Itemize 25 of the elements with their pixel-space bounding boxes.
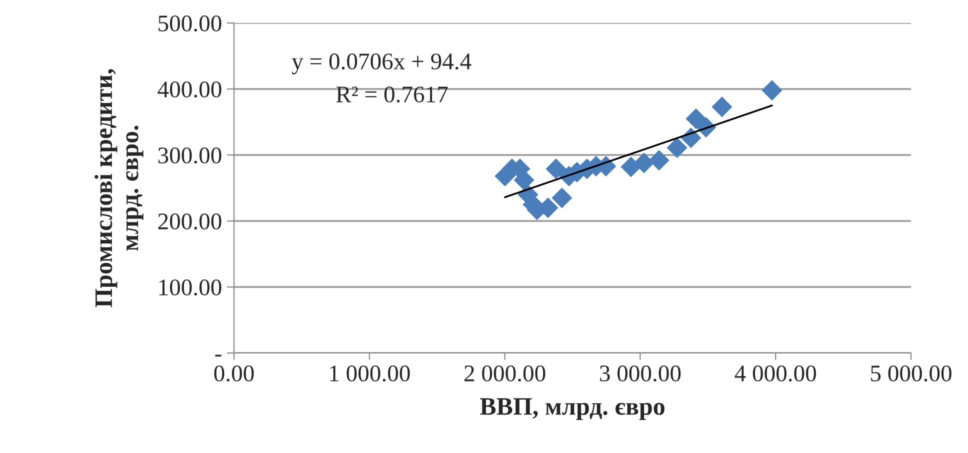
x-tick-label: 1 000.00	[330, 365, 410, 382]
y-tick-label: 400.00	[158, 81, 222, 98]
point	[620, 156, 642, 178]
x-tick-label: 3 000.00	[600, 365, 681, 382]
y-tick-label: -	[215, 354, 222, 357]
x-tick-label: 0.00	[214, 365, 254, 382]
x-tick-label: 5 000.00	[871, 365, 952, 382]
point	[666, 137, 688, 158]
y-tick-label: 200.00	[158, 213, 222, 230]
y-axis-title: Промислові кредити, млрд. євро.	[94, 69, 144, 308]
point	[634, 152, 654, 174]
point	[712, 96, 732, 118]
point	[648, 150, 670, 171]
annotation: R² = 0.7617	[336, 86, 448, 103]
annotation: y = 0.0706x + 94.4	[292, 54, 472, 74]
y-tick-label: 500.00	[158, 15, 222, 32]
point	[546, 158, 566, 180]
point	[762, 80, 782, 101]
point	[552, 188, 572, 208]
y-tick-label: 300.00	[158, 147, 222, 164]
x-axis-title: ВВП, млрд. євро	[480, 398, 664, 420]
y-tick-label: 100.00	[159, 279, 222, 296]
x-tick-label: 4 000.00	[734, 365, 816, 382]
x-tick-label: 2 000.00	[464, 365, 546, 382]
point	[686, 108, 706, 129]
